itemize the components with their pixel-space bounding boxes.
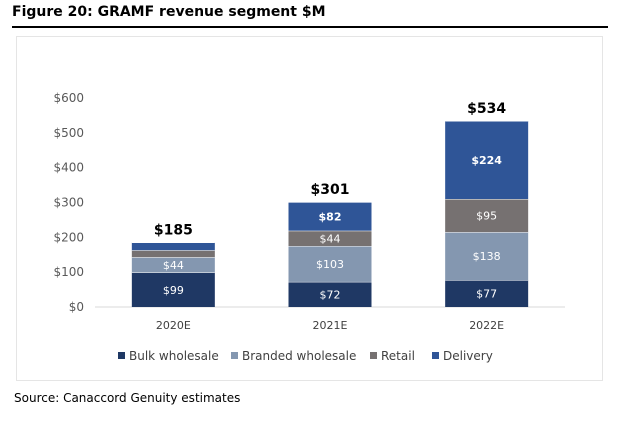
x-category-label: 2021E <box>313 319 348 332</box>
segment-value-label: $138 <box>473 250 501 263</box>
bar-segment <box>131 257 215 273</box>
segment-value-label: $82 <box>319 210 342 223</box>
bar-segment <box>288 230 372 247</box>
y-tick-label: $500 <box>53 126 84 140</box>
bar-segment <box>131 242 215 251</box>
bar-total-label: $301 <box>311 182 350 198</box>
y-axis-ticks: $0 $100 $200 $300 $400 $500 $600 <box>53 91 84 314</box>
legend-swatch <box>370 352 377 359</box>
legend-label: Retail <box>381 349 415 363</box>
segment-value-label: $77 <box>476 288 497 301</box>
bar-segment <box>288 202 372 231</box>
bar-total-label: $185 <box>154 223 193 239</box>
bar-segment <box>445 232 529 281</box>
y-tick-label: $300 <box>53 196 84 210</box>
segment-value-label: $224 <box>471 154 502 167</box>
x-category-label: 2022E <box>469 319 504 332</box>
segment-value-label: $95 <box>476 210 497 223</box>
segment-value-label: $44 <box>163 259 184 272</box>
legend-swatch <box>432 352 439 359</box>
bar-segment <box>288 281 372 307</box>
source-note: Source: Canaccord Genuity estimates <box>14 391 241 405</box>
bar-segment <box>131 250 215 258</box>
legend-label: Branded wholesale <box>242 349 356 363</box>
bar-segment <box>445 199 529 233</box>
segment-value-label: $103 <box>316 258 344 271</box>
y-tick-label: $0 <box>69 300 84 314</box>
bar-segment <box>131 272 215 307</box>
legend: Bulk wholesale Branded wholesale Retail Del… <box>118 349 493 363</box>
segment-value-label: $72 <box>320 288 341 301</box>
title-rule <box>12 26 608 28</box>
y-tick-label: $400 <box>53 161 84 175</box>
x-category-label: 2020E <box>156 319 191 332</box>
bar-segment <box>288 246 372 282</box>
legend-swatch <box>118 352 125 359</box>
y-tick-label: $100 <box>53 265 84 279</box>
segment-value-label: $99 <box>163 284 184 297</box>
segment-value-label: $44 <box>320 232 341 245</box>
y-tick-label: $200 <box>53 230 84 244</box>
bars-group: $99 $44 $185 $72 $103 $44 $82 $301 $77 $138 $95 $22… <box>131 101 529 307</box>
legend-label: Bulk wholesale <box>129 349 219 363</box>
bar-segment <box>445 280 529 307</box>
bar-total-label: $534 <box>467 101 506 117</box>
category-labels: 2020E 2021E 2022E <box>156 319 504 332</box>
legend-swatch <box>231 352 238 359</box>
legend-label: Delivery <box>443 349 493 363</box>
figure-title: Figure 20: GRAMF revenue segment $M <box>12 4 326 20</box>
bar-segment <box>445 120 529 200</box>
y-tick-label: $600 <box>53 91 84 105</box>
